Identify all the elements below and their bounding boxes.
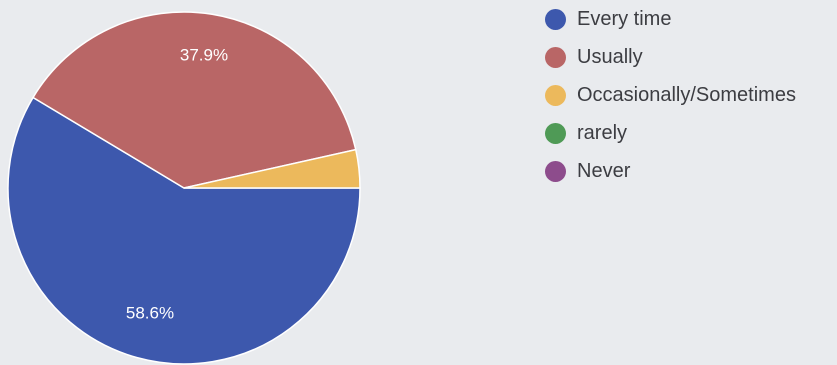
pie-slice-label-every-time: 58.6% <box>126 303 174 322</box>
pie-slice-every-time[interactable] <box>7 96 361 365</box>
pie-slice-labels: 58.6% 37.9% <box>126 45 228 322</box>
legend-label-every-time: Every time <box>577 8 672 30</box>
legend-item-rarely[interactable]: rarely <box>545 122 796 145</box>
legend-label-usually: Usually <box>577 46 643 68</box>
pie-slice-usually[interactable] <box>32 11 357 189</box>
legend-label-rarely: rarely <box>577 122 628 144</box>
legend-swatch-every-time <box>545 9 566 30</box>
legend-label-occasionally: Occasionally/Sometimes <box>577 84 796 106</box>
legend-swatch-occasionally <box>545 85 566 106</box>
legend-swatch-never <box>545 161 566 182</box>
legend-item-occasionally[interactable]: Occasionally/Sometimes <box>545 84 796 107</box>
legend-item-usually[interactable]: Usually <box>545 46 796 69</box>
pie-slice-label-usually: 37.9% <box>180 45 228 64</box>
legend-item-never[interactable]: Never <box>545 160 796 183</box>
pie-slice-occasionally-sometimes[interactable] <box>183 148 361 189</box>
pie-slices <box>7 11 361 365</box>
chart-legend: Every time Usually Occasionally/Sometime… <box>545 8 796 198</box>
pie-chart: 58.6% 37.9% <box>7 11 361 365</box>
legend-swatch-rarely <box>545 123 566 144</box>
legend-swatch-usually <box>545 47 566 68</box>
legend-item-every-time[interactable]: Every time <box>545 8 796 31</box>
legend-label-never: Never <box>577 160 631 182</box>
